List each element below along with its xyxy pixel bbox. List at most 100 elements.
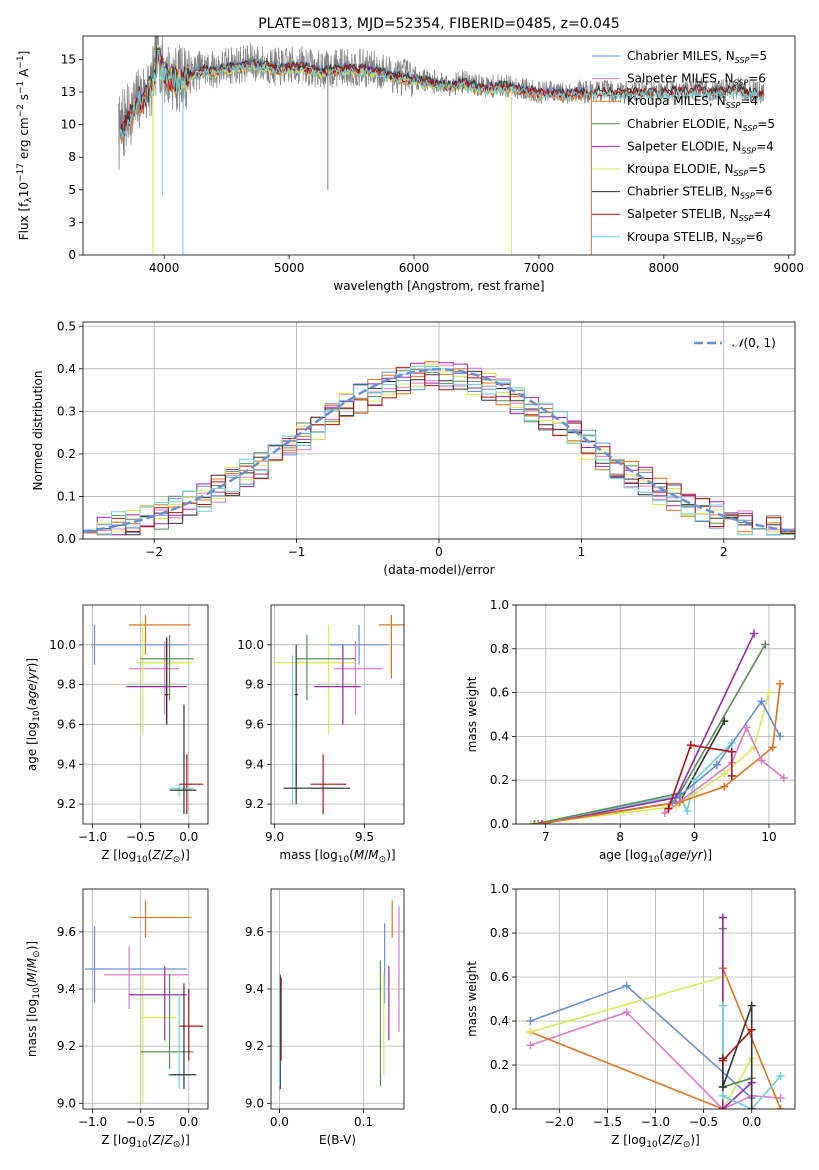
label-part: A <box>17 68 31 81</box>
label-part: ⊙ <box>173 855 181 865</box>
legend-label-value: =4 <box>753 207 771 221</box>
y-tick-label: 9.0 <box>245 1096 264 1110</box>
x-tick-label: 0.0 <box>179 830 198 844</box>
label-part: mass weight <box>465 676 479 752</box>
legend-label-text: Salpeter MILES, N <box>627 72 734 86</box>
label-part: 10 <box>17 182 31 197</box>
y-axis-label: Flux [fλ​10−17​ erg cm−2​ s−1​ A−1​] <box>16 51 34 241</box>
label-part: mass [log <box>25 999 39 1057</box>
series-marker <box>718 1056 727 1065</box>
series-marker <box>718 1083 727 1091</box>
model-spectrum-kroupa-stelib <box>118 49 765 144</box>
y-tick-label: 9.6 <box>245 717 264 731</box>
x-tick-label: 1 <box>578 545 586 559</box>
legend-label-text: Salpeter STELIB, N <box>627 207 739 221</box>
errorbar-point <box>169 704 197 815</box>
series-line-salpeter-miles <box>530 1011 781 1109</box>
series-line-salpeter-stelib <box>667 744 733 809</box>
legend-label-value: =5 <box>748 162 766 176</box>
label-part: / <box>671 1133 676 1147</box>
series-marker <box>686 741 695 750</box>
x-tick-label: −1 <box>288 545 306 559</box>
x-tick-label: 2 <box>720 545 728 559</box>
y-tick-label: 0.2 <box>490 773 509 787</box>
series-marker <box>718 913 727 922</box>
y-tick-label: 10.0 <box>49 638 76 652</box>
legend-label-sub: SSP <box>741 146 756 155</box>
label-part: M <box>368 848 379 862</box>
series-marker <box>622 981 631 990</box>
y-axis-label: Normed distribution <box>31 371 45 491</box>
axes-mw_vs_Z: −2.0 −1.5 −1.0 −0.5 0.0 0.0 0.2 0.4 0.6 0.8 1.0 Z [… <box>465 882 796 1150</box>
series-marker <box>757 697 766 706</box>
label-part: s <box>17 94 31 104</box>
legend-label: Chabrier MILES, NSSP=5 <box>627 49 767 65</box>
plot-area-mw_vs_Z <box>526 913 785 1109</box>
x-tick-label: −1.0 <box>641 1115 670 1129</box>
y-tick-label: 0.0 <box>490 1102 509 1116</box>
x-tick-label: 10 <box>761 830 776 844</box>
errorbar-point <box>140 974 178 1104</box>
y-tick-label: 9.4 <box>245 982 264 996</box>
series-marker <box>526 1028 535 1036</box>
y-tick-label: 9.2 <box>245 797 264 811</box>
series-marker <box>776 732 785 741</box>
errorbar-point <box>126 636 187 725</box>
label-part: / <box>161 1133 166 1147</box>
errorbar-point <box>314 644 361 725</box>
series-line-salpeter-elodie <box>541 633 755 824</box>
series-marker <box>718 1091 727 1100</box>
plot-area-spectrum <box>117 36 765 255</box>
axes-age_vs_Z: −1.0 −0.5 0.0 9.2 9.4 9.6 9.8 10.0 Z [log10​(Z/Z… <box>25 604 209 865</box>
y-tick-label: 9.4 <box>57 982 76 996</box>
series-marker <box>526 1017 535 1025</box>
label-part: (data-model)/error <box>383 563 494 577</box>
label-part: Z <box>151 1133 161 1147</box>
errorbar-point <box>140 974 194 1069</box>
series-marker <box>720 769 729 778</box>
series-marker <box>779 774 788 783</box>
y-tick-label: 0.4 <box>490 729 509 743</box>
legend-label-text: (0, 1) <box>744 336 776 350</box>
axes-frame <box>82 321 796 540</box>
legend-label-text: Chabrier MILES, N <box>627 49 735 63</box>
x-tick-label: 0 <box>435 545 443 559</box>
series-marker <box>526 1041 535 1050</box>
x-tick-label: 7 <box>542 830 550 844</box>
series-marker <box>747 1105 756 1109</box>
legend-label-sub: SSP <box>735 56 750 65</box>
errorbar-point <box>378 614 404 679</box>
legend-label: Salpeter STELIB, NSSP=4 <box>627 207 771 223</box>
label-part: 10 <box>646 1140 658 1150</box>
errorbar-point <box>84 926 187 1004</box>
label-part: 10 <box>32 710 42 722</box>
label-part: ⊙ <box>32 950 42 958</box>
label-part: age <box>25 683 39 705</box>
label-part: M <box>354 848 365 862</box>
label-part: −1 <box>16 81 26 94</box>
y-tick-label: 1.0 <box>490 882 509 896</box>
y-tick-label: 9.8 <box>57 678 76 692</box>
legend-label-value: =5 <box>749 49 767 63</box>
y-tick-label: 9.6 <box>57 717 76 731</box>
axes-mw_vs_age: 7 8 9 10 0.0 0.2 0.4 0.6 0.8 1.0 age [log10​(age/y… <box>465 598 796 865</box>
label-part: age <box>664 848 686 862</box>
plot-area-mass_vs_Z <box>84 900 204 1104</box>
label-part: Z [log <box>101 848 136 862</box>
label-part: )] <box>25 941 39 950</box>
histogram-kroupa-stelib <box>83 365 795 539</box>
series-marker <box>776 679 785 688</box>
errorbar-point <box>283 654 343 805</box>
legend-label-text: 𝒩 <box>732 336 747 350</box>
x-tick-label: −0.5 <box>126 1115 155 1129</box>
legend-label-value: =5 <box>757 117 775 131</box>
errorbar-point <box>310 754 347 815</box>
legend-label: Kroupa MILES, NSSP=4 <box>627 94 758 110</box>
label-part: ( <box>658 1133 663 1147</box>
series-line-chabrier-elodie <box>534 644 766 824</box>
x-tick-label: −0.5 <box>126 830 155 844</box>
errorbar-point <box>131 900 191 938</box>
legend-label-text: Salpeter ELODIE, N <box>627 139 741 153</box>
plot-area-residuals <box>83 361 795 539</box>
axes-mass_vs_Z: −1.0 −0.5 0.0 9.0 9.2 9.4 9.6 Z [log10​(Z/Z⊙​)]… <box>25 888 209 1150</box>
